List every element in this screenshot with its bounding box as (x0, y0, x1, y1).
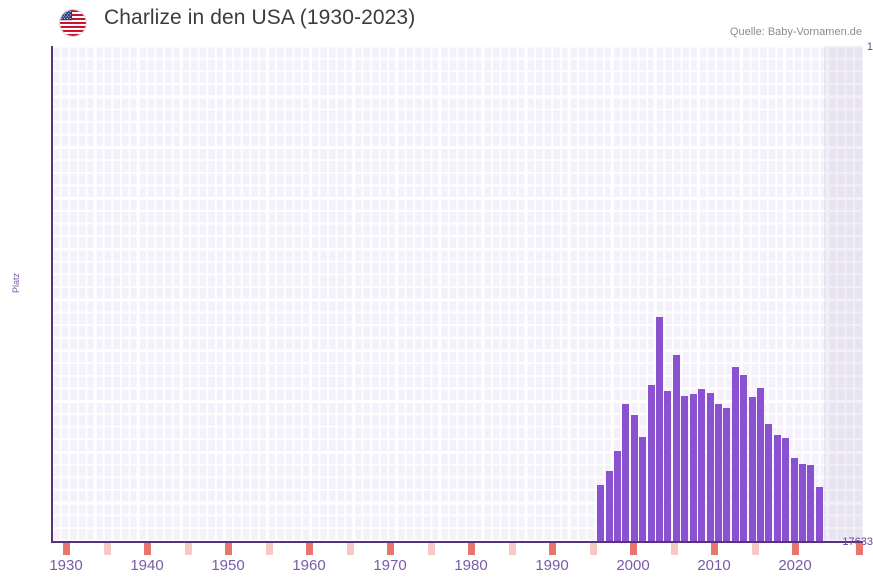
x-axis-tick-label: 1970 (373, 557, 407, 574)
x-axis-tick-mark (184, 543, 192, 555)
bar[interactable] (681, 396, 688, 541)
bar[interactable] (791, 458, 798, 541)
x-axis-tick-label: 1930 (49, 557, 83, 574)
x-axis-tick-mark (387, 543, 394, 555)
bar[interactable] (622, 404, 629, 541)
bar-series (52, 46, 863, 541)
bar[interactable] (723, 408, 730, 541)
bar[interactable] (631, 415, 638, 541)
x-axis-tick-mark (306, 543, 313, 555)
x-axis-line (51, 541, 863, 543)
x-axis-tick-mark (144, 543, 151, 555)
x-axis-tick-label: 1940 (130, 557, 164, 574)
x-axis-tick-mark (103, 543, 111, 555)
x-axis-tick-mark (468, 543, 475, 555)
no-data-shade-band (824, 46, 863, 541)
x-axis-tick-mark (856, 543, 863, 555)
x-axis-tick-mark (670, 543, 678, 555)
bar[interactable] (816, 487, 823, 541)
y-axis-line (51, 46, 53, 542)
y-axis-top-tick-label: 1 (866, 41, 873, 53)
x-axis-tick-mark (265, 543, 273, 555)
y-axis-title: Platz (11, 273, 21, 294)
bar[interactable] (656, 317, 663, 541)
x-axis-tick-label: 2010 (697, 557, 731, 574)
page-title: Charlize in den USA (1930-2023) (104, 6, 416, 29)
bar[interactable] (606, 471, 613, 541)
x-axis-tick-label: 2020 (778, 557, 812, 574)
x-axis-tick-mark (225, 543, 232, 555)
x-axis-tick-mark (549, 543, 556, 555)
bar[interactable] (664, 391, 671, 541)
x-axis-tick-label: 1990 (535, 557, 569, 574)
x-axis-tick-mark (589, 543, 597, 555)
x-axis-tick-label: 1960 (292, 557, 326, 574)
x-axis-tick-mark (792, 543, 799, 555)
bar[interactable] (707, 393, 714, 541)
bar[interactable] (614, 451, 621, 541)
bar[interactable] (597, 485, 604, 541)
chart-header: Charlize in den USA (1930-2023) Quelle: … (0, 0, 873, 46)
bar[interactable] (774, 435, 781, 541)
us-flag-icon (59, 9, 87, 37)
bar[interactable] (749, 397, 756, 541)
x-axis-tick-label: 2000 (616, 557, 650, 574)
bar[interactable] (757, 388, 764, 541)
bar[interactable] (799, 464, 806, 541)
x-axis-tick-label: 1950 (211, 557, 245, 574)
x-axis-tick-mark (751, 543, 759, 555)
x-axis-tick-mark (508, 543, 516, 555)
bar[interactable] (715, 404, 722, 541)
source-attribution: Quelle: Baby-Vornamen.de (729, 26, 862, 38)
bar[interactable] (765, 424, 772, 541)
x-axis-tick-label: 1980 (454, 557, 488, 574)
x-axis-tick-mark (427, 543, 435, 555)
x-axis-tick-mark (711, 543, 718, 555)
y-axis-bottom-tick-label: 17633 (842, 536, 873, 548)
x-axis-tick-mark (630, 543, 637, 555)
bar[interactable] (782, 438, 789, 541)
bar[interactable] (807, 465, 814, 541)
bar[interactable] (639, 437, 646, 541)
plot-area (52, 46, 863, 541)
bar[interactable] (690, 394, 697, 541)
bar[interactable] (673, 355, 680, 541)
x-axis-tick-mark (346, 543, 354, 555)
bar[interactable] (732, 367, 739, 541)
bar[interactable] (648, 385, 655, 541)
bar[interactable] (698, 389, 705, 541)
x-axis-tick-mark (63, 543, 70, 555)
bar[interactable] (740, 375, 747, 541)
